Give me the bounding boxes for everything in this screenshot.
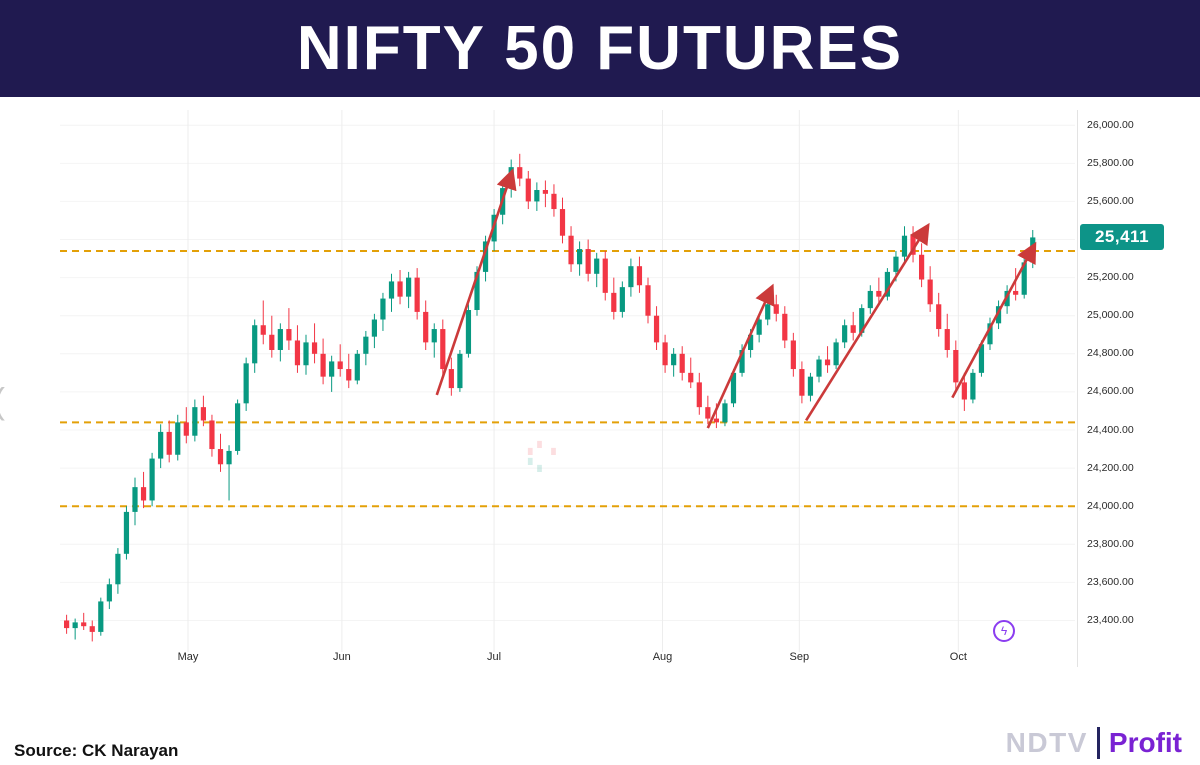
y-axis-label: 26,000.00 (1087, 118, 1134, 131)
y-axis-label: 25,600.00 (1087, 194, 1134, 207)
y-axis-label: 25,200.00 (1087, 271, 1134, 284)
x-axis-label: Jun (333, 651, 351, 663)
x-axis-label: Jul (487, 651, 502, 663)
price-chart-canvas (60, 110, 1075, 652)
y-axis-label: 23,800.00 (1087, 537, 1134, 550)
title-banner: NIFTY 50 FUTURES (0, 0, 1200, 97)
ndtv-profit-logo: NDTV Profit (1006, 727, 1182, 759)
left-edge-watermark-glyph: ( (0, 380, 5, 422)
y-axis-label: 24,000.00 (1087, 499, 1134, 512)
x-axis-label: Aug (652, 651, 673, 663)
y-axis-label: 24,600.00 (1087, 385, 1134, 398)
y-axis-label: 25,800.00 (1087, 156, 1134, 169)
profit-logo-text: Profit (1108, 727, 1182, 758)
x-axis-label: May (177, 651, 199, 663)
logo-divider (1096, 727, 1100, 759)
y-axis-label: 24,400.00 (1087, 423, 1134, 436)
chart-watermark: ▖▘▗ ▘▖ (528, 441, 556, 472)
time-axis: May Jun Jul Aug Sep Oct (60, 649, 1078, 667)
y-axis-label: 23,400.00 (1087, 613, 1134, 626)
price-axis: 26,000.0025,800.0025,600.0025,400.0025,2… (1077, 110, 1153, 667)
last-price-tag: 25,411 (1080, 224, 1164, 251)
y-axis-label: 23,600.00 (1087, 575, 1134, 588)
replay-icon[interactable]: ϟ (993, 620, 1015, 642)
page-title: NIFTY 50 FUTURES (296, 14, 904, 83)
x-axis-label: Oct (949, 651, 967, 663)
source-credit: Source: CK Narayan (14, 741, 179, 760)
y-axis-label: 25,000.00 (1087, 309, 1134, 322)
y-axis-label: 24,200.00 (1087, 461, 1134, 474)
ndtv-logo-text: NDTV (1005, 727, 1088, 758)
candlestick-chart: ▖▘▗ ▘▖ (60, 110, 1075, 665)
y-axis-label: 24,800.00 (1087, 347, 1134, 360)
x-axis-label: Sep (789, 651, 810, 663)
